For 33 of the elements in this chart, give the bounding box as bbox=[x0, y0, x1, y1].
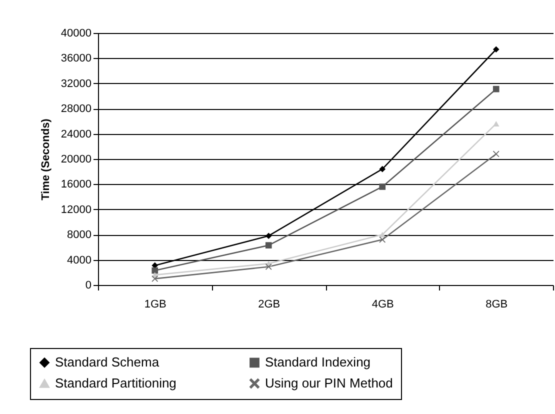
point bbox=[379, 166, 386, 172]
point bbox=[379, 232, 386, 238]
y-tick-label: 24000 bbox=[60, 128, 92, 140]
x-tick-label: 8GB bbox=[486, 298, 508, 310]
y-tick-label: 8000 bbox=[67, 229, 92, 242]
point bbox=[492, 86, 500, 92]
point bbox=[492, 120, 500, 126]
y-tick-label: 36000 bbox=[60, 52, 92, 65]
y-tick-label: 16000 bbox=[60, 178, 92, 191]
point bbox=[492, 150, 500, 158]
point bbox=[265, 232, 272, 240]
point bbox=[265, 264, 272, 270]
y-tick-label: 12000 bbox=[60, 204, 92, 216]
point bbox=[152, 276, 158, 282]
y-tick-label: 20000 bbox=[60, 154, 92, 166]
y-tick-label: 28000 bbox=[60, 103, 92, 116]
x-tick-label: 2GB bbox=[258, 298, 280, 310]
y-tick-label: 4000 bbox=[67, 254, 92, 266]
point bbox=[379, 236, 386, 243]
x-tick-label: 4GB bbox=[372, 298, 394, 310]
legend-label: Using our PIN Method bbox=[265, 376, 393, 390]
point bbox=[492, 46, 500, 53]
y-tick-label: 40000 bbox=[60, 28, 92, 40]
y-axis-title: Time (Seconds) bbox=[40, 118, 52, 200]
y-tick-label: 32000 bbox=[60, 78, 92, 90]
point bbox=[379, 184, 386, 190]
y-tick-label: 0 bbox=[85, 280, 92, 292]
legend-label: Standard Partitioning bbox=[55, 376, 176, 390]
x-tick-label: 1GB bbox=[144, 298, 166, 310]
point bbox=[265, 242, 272, 248]
legend-label: Standard Indexing bbox=[265, 354, 371, 370]
point bbox=[152, 267, 158, 274]
legend-label: Standard Schema bbox=[55, 354, 160, 370]
